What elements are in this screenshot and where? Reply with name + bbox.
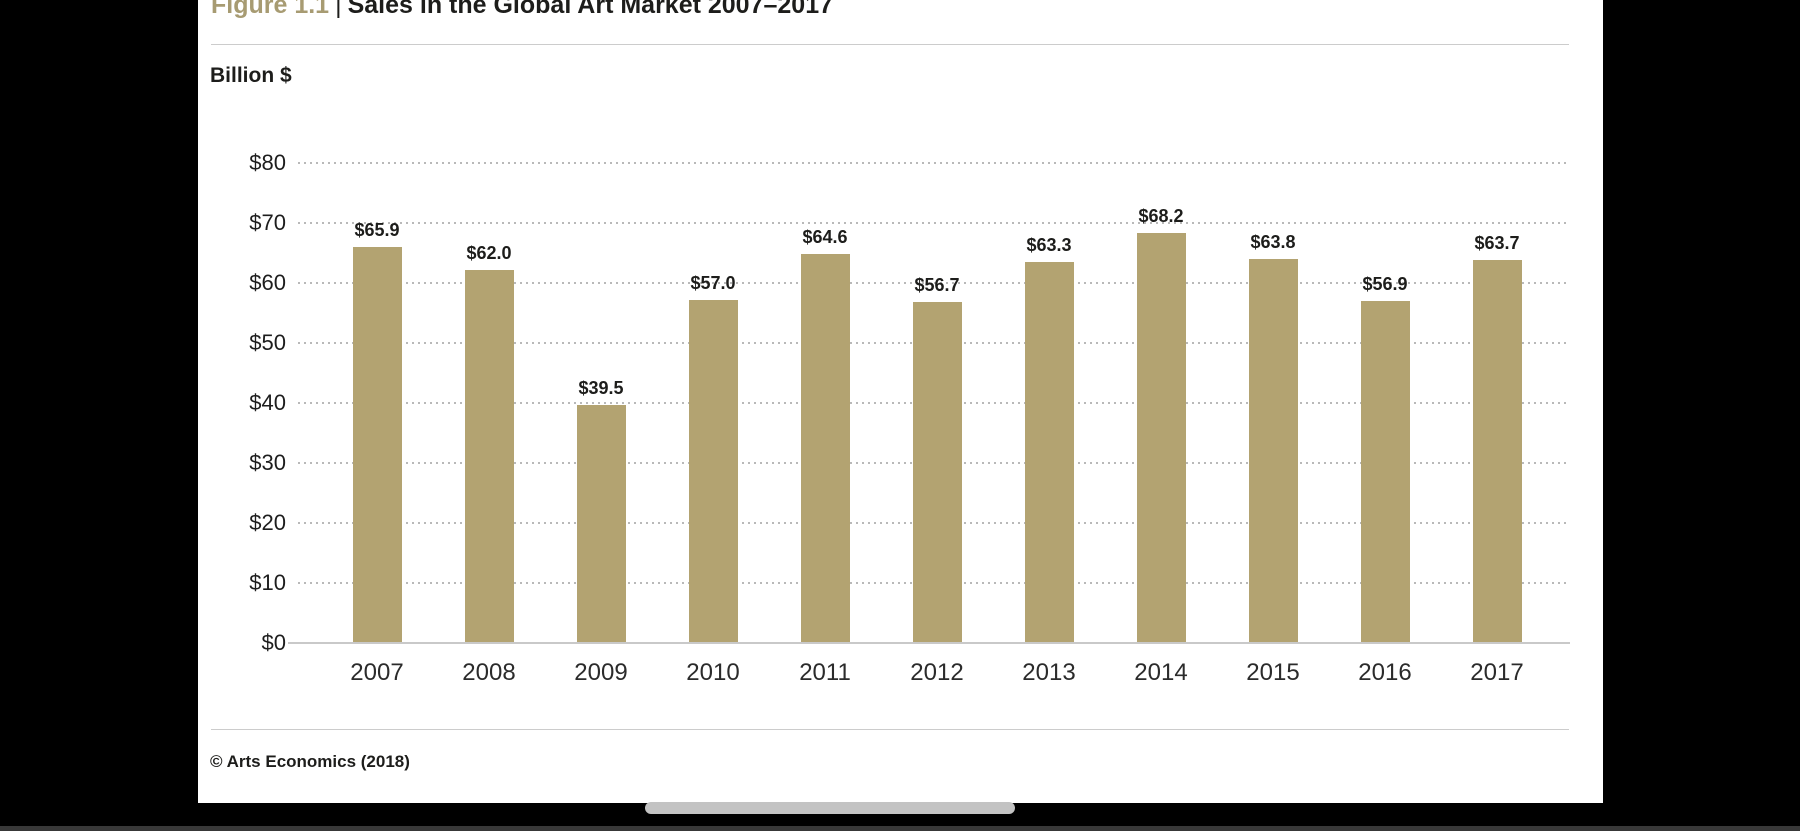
bar-value-label-2012: $56.7 xyxy=(914,275,960,295)
bar-value-label-2015: $63.8 xyxy=(1250,232,1296,252)
bar-value-label-2007: $65.9 xyxy=(354,220,400,240)
bar-2009 xyxy=(577,405,626,642)
bar-2011 xyxy=(801,254,850,642)
bar-2015 xyxy=(1249,259,1298,642)
y-axis-title: Billion $ xyxy=(210,64,292,87)
bar-2012 xyxy=(913,302,962,642)
x-axis-tick-label-2007: 2007 xyxy=(350,659,404,686)
bar-value-label-2009: $39.5 xyxy=(578,378,624,398)
y-axis-tick-label: $10 xyxy=(249,570,286,595)
figure-title: Figure 1.1 | Sales in the Global Art Marke… xyxy=(211,0,833,20)
bar-2007 xyxy=(353,247,402,642)
copyright-note: © Arts Economics (2018) xyxy=(210,752,410,771)
document-page: Figure 1.1 | Sales in the Global Art Marke… xyxy=(198,0,1603,803)
y-axis-tick-label: $50 xyxy=(249,330,286,355)
x-axis-tick-label-2011: 2011 xyxy=(799,659,851,686)
y-axis-tick-label: $70 xyxy=(249,210,286,235)
bar-value-label-2011: $64.6 xyxy=(802,227,848,247)
bar-chart: $0 $10 $20 $30 $40 $50 $60 $70 $80 $65.9 2007 $62.0… xyxy=(198,0,1603,803)
horizontal-scrollbar-thumb[interactable] xyxy=(645,802,1015,814)
y-axis-tick-label: $0 xyxy=(261,630,286,655)
bar-value-label-2014: $68.2 xyxy=(1138,206,1184,226)
bar-2008 xyxy=(465,270,514,642)
y-axis-tick-label: $80 xyxy=(249,150,286,175)
bar-2017 xyxy=(1473,260,1522,642)
x-axis-baseline xyxy=(288,642,1570,644)
figure-title-separator: | xyxy=(335,0,342,19)
bar-2016 xyxy=(1361,301,1410,642)
bar-value-label-2008: $62.0 xyxy=(466,243,512,263)
figure-number: Figure 1.1 xyxy=(211,0,330,19)
x-axis-tick-label-2008: 2008 xyxy=(462,659,516,686)
bar-2013 xyxy=(1025,262,1074,642)
gridline-80 xyxy=(298,162,1570,164)
y-axis-tick-label: $60 xyxy=(249,270,286,295)
title-divider xyxy=(211,44,1569,45)
bar-value-label-2013: $63.3 xyxy=(1026,235,1072,255)
gridline-60 xyxy=(298,282,1570,284)
y-axis-tick-label: $30 xyxy=(249,450,286,475)
y-axis-tick-label: $20 xyxy=(249,510,286,535)
x-axis-tick-label-2013: 2013 xyxy=(1022,659,1076,686)
x-axis-tick-label-2017: 2017 xyxy=(1470,659,1524,686)
bar-value-label-2016: $56.9 xyxy=(1362,274,1408,294)
bar-value-label-2010: $57.0 xyxy=(690,273,736,293)
bar-2014 xyxy=(1137,233,1186,642)
x-axis-tick-label-2010: 2010 xyxy=(686,659,740,686)
x-axis-tick-label-2009: 2009 xyxy=(574,659,628,686)
bar-value-label-2017: $63.7 xyxy=(1474,233,1520,253)
figure-title-text: Sales in the Global Art Market 2007–2017 xyxy=(347,0,834,19)
x-axis-tick-label-2016: 2016 xyxy=(1358,659,1412,686)
bar-2010 xyxy=(689,300,738,642)
gridline-70 xyxy=(298,222,1570,224)
x-axis-tick-label-2014: 2014 xyxy=(1134,659,1188,686)
x-axis-tick-label-2012: 2012 xyxy=(910,659,964,686)
footer-divider xyxy=(211,729,1569,730)
x-axis-tick-label-2015: 2015 xyxy=(1246,659,1300,686)
y-axis-tick-label: $40 xyxy=(249,390,286,415)
bottom-edge-strip xyxy=(0,826,1800,831)
